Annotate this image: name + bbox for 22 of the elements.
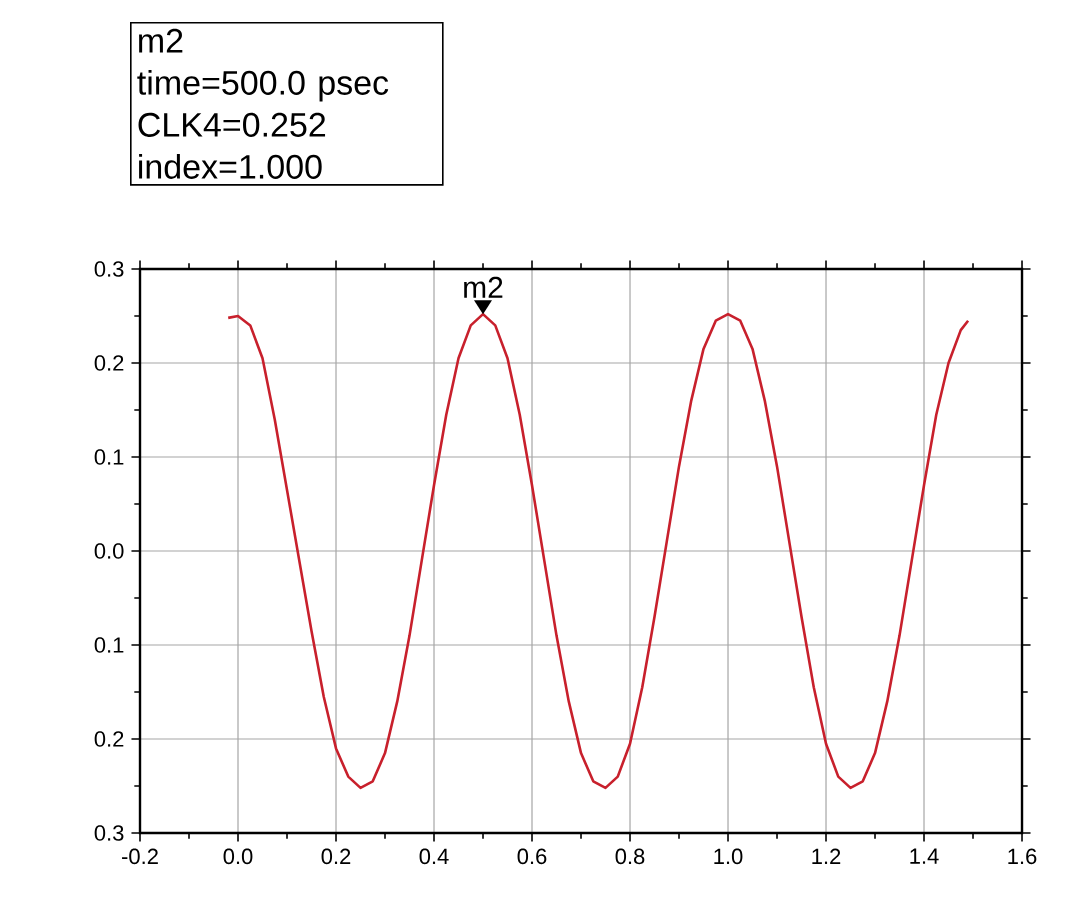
x-tick-label: 1.6: [1008, 848, 1037, 865]
y-tick-label: 0.2: [94, 355, 124, 371]
x-tick-label: 0.2: [321, 848, 351, 865]
text: index=1.000: [139, 153, 322, 179]
x-tick-label: -0.2: [122, 848, 158, 865]
x-tick-label: 0.6: [517, 848, 547, 865]
x-tick-label: 1.0: [714, 848, 743, 865]
x-tick-label: 0.0: [223, 848, 253, 865]
y-tick-label: 0.1: [94, 637, 124, 653]
text: CLK4=0.252: [138, 112, 326, 137]
y-tick-label: 0.2: [94, 731, 124, 747]
x-tick-label: 1.4: [910, 848, 939, 864]
x-tick-label: 1.2: [812, 848, 841, 864]
y-tick-label: 0.0: [94, 543, 124, 559]
x-tick-label: 0.8: [615, 848, 645, 865]
text: time=500.0 psec: [137, 69, 389, 102]
y-tick-label: 0.3: [94, 261, 124, 277]
y-tick-label: 0.1: [94, 449, 124, 465]
text: m2: [139, 28, 183, 53]
y-tick-label: 0.3: [94, 825, 124, 841]
x-tick-label: 0.4: [419, 848, 449, 865]
annotation: m2: [464, 276, 503, 298]
